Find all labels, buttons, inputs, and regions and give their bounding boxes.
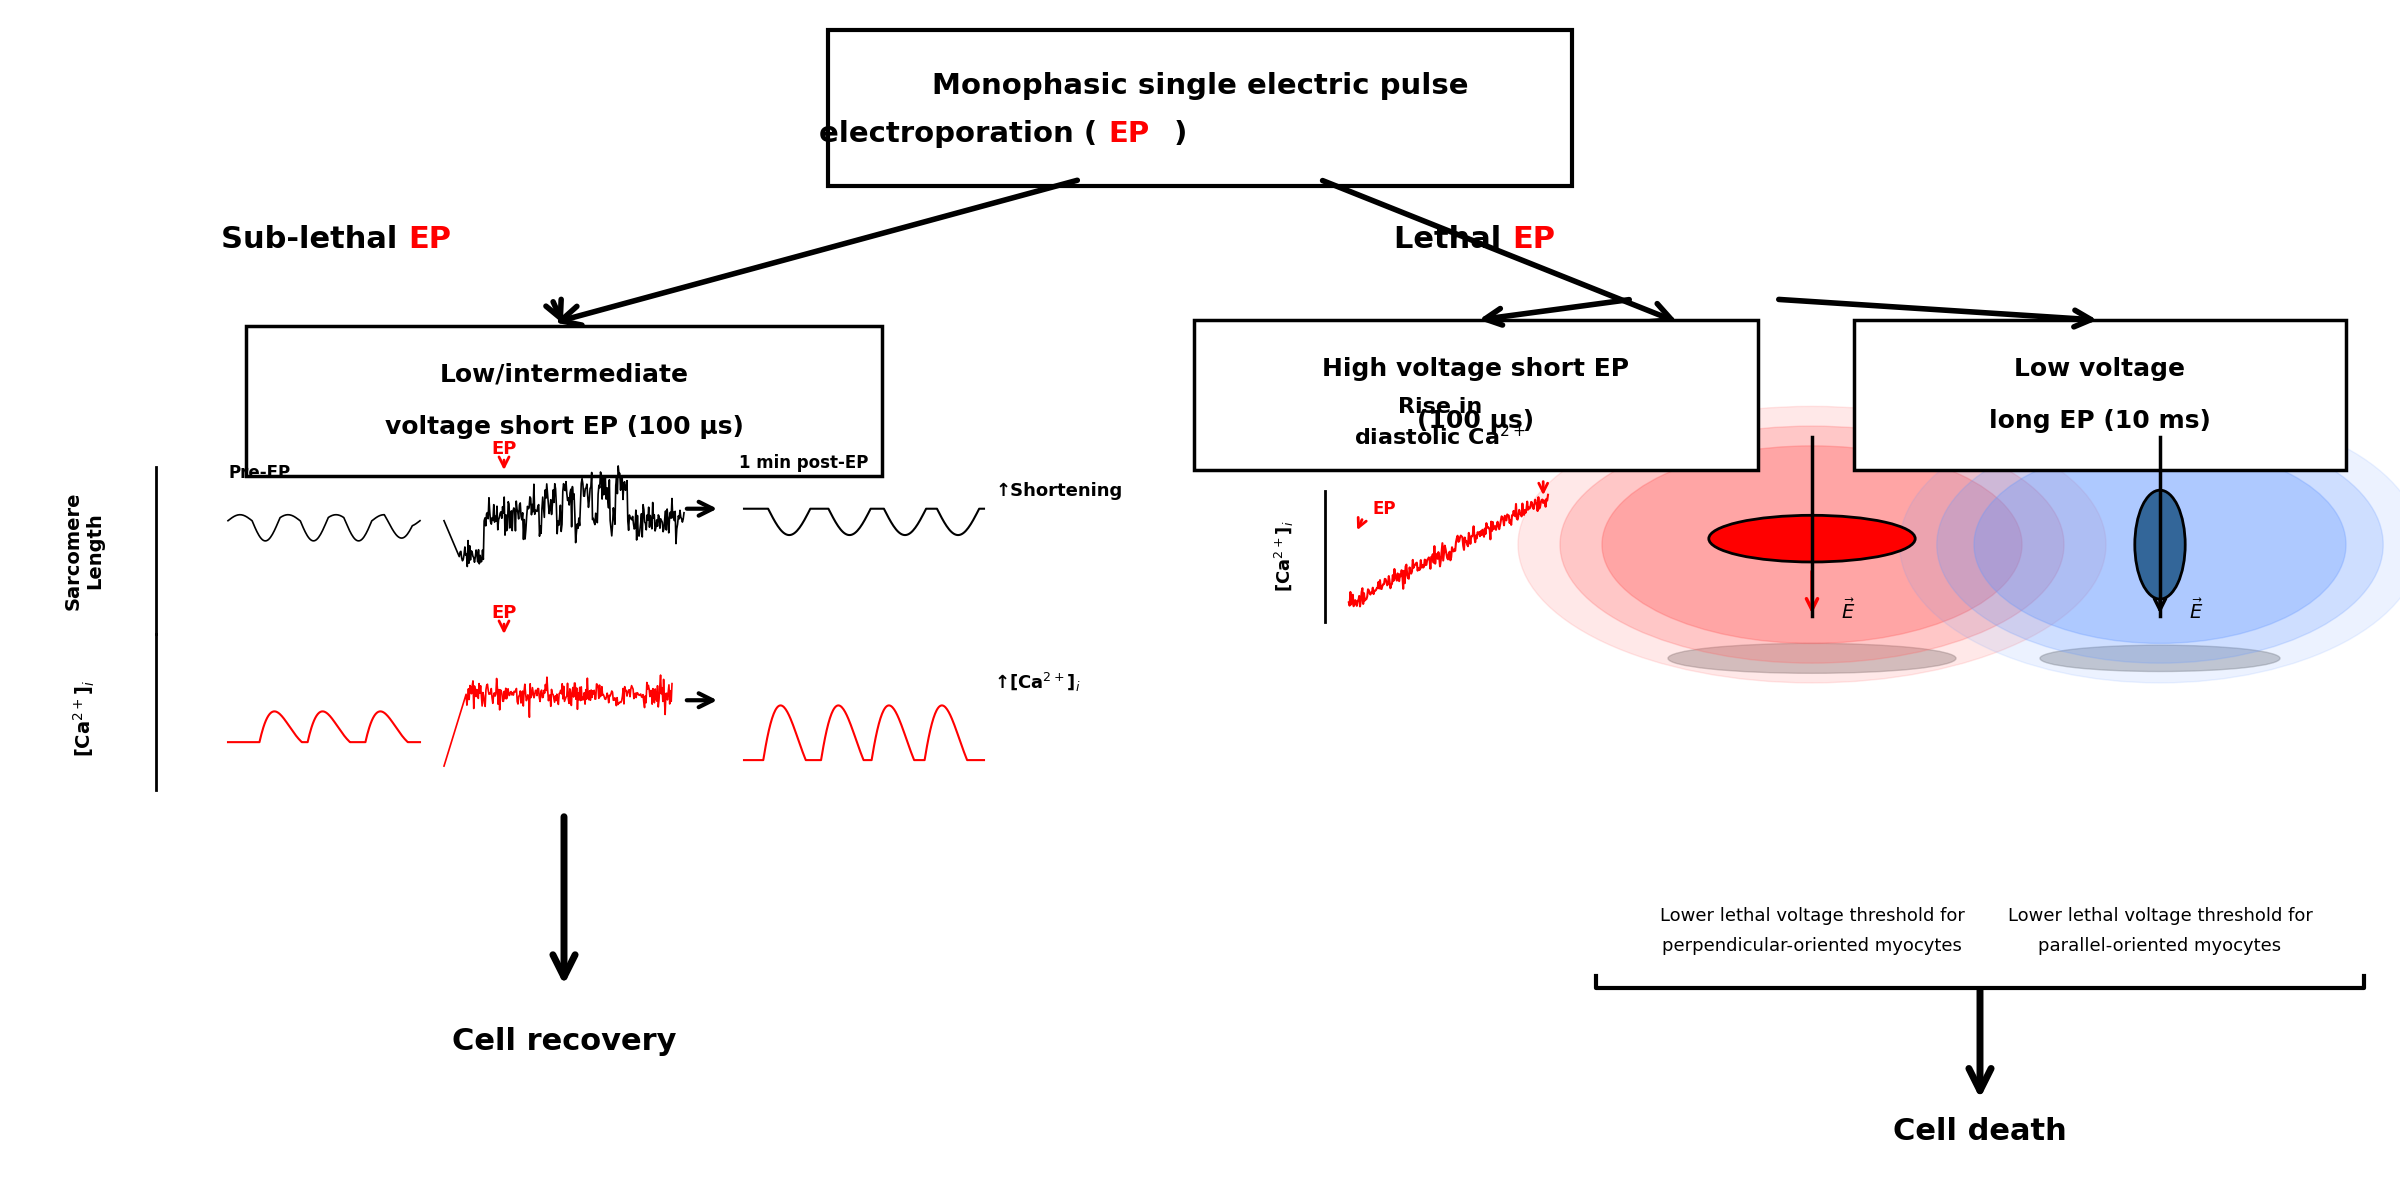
Text: long EP (10 ms): long EP (10 ms) bbox=[1990, 409, 2210, 433]
Text: voltage short EP (100 μs): voltage short EP (100 μs) bbox=[384, 415, 744, 439]
Text: [Ca$^{2+}$]$_i$: [Ca$^{2+}$]$_i$ bbox=[72, 680, 96, 757]
Ellipse shape bbox=[1668, 643, 1956, 673]
Text: diastolic Ca$^{2+}$: diastolic Ca$^{2+}$ bbox=[1354, 424, 1526, 450]
Text: Low voltage: Low voltage bbox=[2014, 357, 2186, 381]
Text: EP: EP bbox=[1373, 499, 1397, 518]
Text: Sub-lethal: Sub-lethal bbox=[221, 225, 408, 254]
Ellipse shape bbox=[2136, 491, 2184, 598]
Text: EP: EP bbox=[1109, 120, 1150, 148]
Text: EP: EP bbox=[1512, 225, 1555, 254]
Ellipse shape bbox=[1519, 407, 2107, 682]
Text: Low/intermediate: Low/intermediate bbox=[439, 363, 689, 387]
Ellipse shape bbox=[1937, 426, 2383, 663]
Text: electroporation (: electroporation ( bbox=[818, 120, 1097, 148]
Text: Cell recovery: Cell recovery bbox=[451, 1027, 677, 1056]
Ellipse shape bbox=[2040, 645, 2280, 672]
Text: $\vec{E}$: $\vec{E}$ bbox=[1841, 598, 1855, 622]
Ellipse shape bbox=[1709, 516, 1915, 561]
Text: Lower lethal voltage threshold for: Lower lethal voltage threshold for bbox=[2006, 906, 2314, 925]
Text: perpendicular-oriented myocytes: perpendicular-oriented myocytes bbox=[1663, 936, 1961, 955]
Text: Lower lethal voltage threshold for: Lower lethal voltage threshold for bbox=[1658, 906, 1966, 925]
Text: Lethal: Lethal bbox=[1394, 225, 1512, 254]
Text: $\vec{E}$: $\vec{E}$ bbox=[2189, 598, 2203, 622]
Text: 1 min post-EP: 1 min post-EP bbox=[739, 454, 869, 473]
Text: EP: EP bbox=[492, 603, 516, 622]
Ellipse shape bbox=[1901, 407, 2400, 682]
FancyBboxPatch shape bbox=[1855, 321, 2347, 470]
Ellipse shape bbox=[1603, 445, 2021, 644]
Text: Rise in: Rise in bbox=[1397, 397, 1483, 417]
Text: Pre-EP: Pre-EP bbox=[228, 463, 290, 482]
Text: ↑[Ca$^{2+}$]$_i$: ↑[Ca$^{2+}$]$_i$ bbox=[994, 670, 1080, 694]
Text: Sarcomere
Length: Sarcomere Length bbox=[62, 492, 106, 609]
FancyBboxPatch shape bbox=[828, 30, 1572, 186]
FancyBboxPatch shape bbox=[245, 327, 883, 476]
Text: parallel-oriented myocytes: parallel-oriented myocytes bbox=[2038, 936, 2282, 955]
Text: EP: EP bbox=[408, 225, 451, 254]
Text: (100 μs): (100 μs) bbox=[1418, 409, 1534, 433]
FancyBboxPatch shape bbox=[1193, 321, 1757, 470]
Ellipse shape bbox=[1973, 445, 2347, 644]
Text: Cell death: Cell death bbox=[1894, 1117, 2066, 1146]
Text: ↑Shortening: ↑Shortening bbox=[996, 481, 1123, 500]
Ellipse shape bbox=[1560, 426, 2064, 663]
Text: [Ca$^{2+}$]$_i$: [Ca$^{2+}$]$_i$ bbox=[1272, 521, 1296, 593]
Text: Monophasic single electric pulse: Monophasic single electric pulse bbox=[931, 72, 1469, 101]
Text: EP: EP bbox=[492, 439, 516, 458]
Text: ): ) bbox=[1174, 120, 1188, 148]
Text: High voltage short EP: High voltage short EP bbox=[1322, 357, 1630, 381]
